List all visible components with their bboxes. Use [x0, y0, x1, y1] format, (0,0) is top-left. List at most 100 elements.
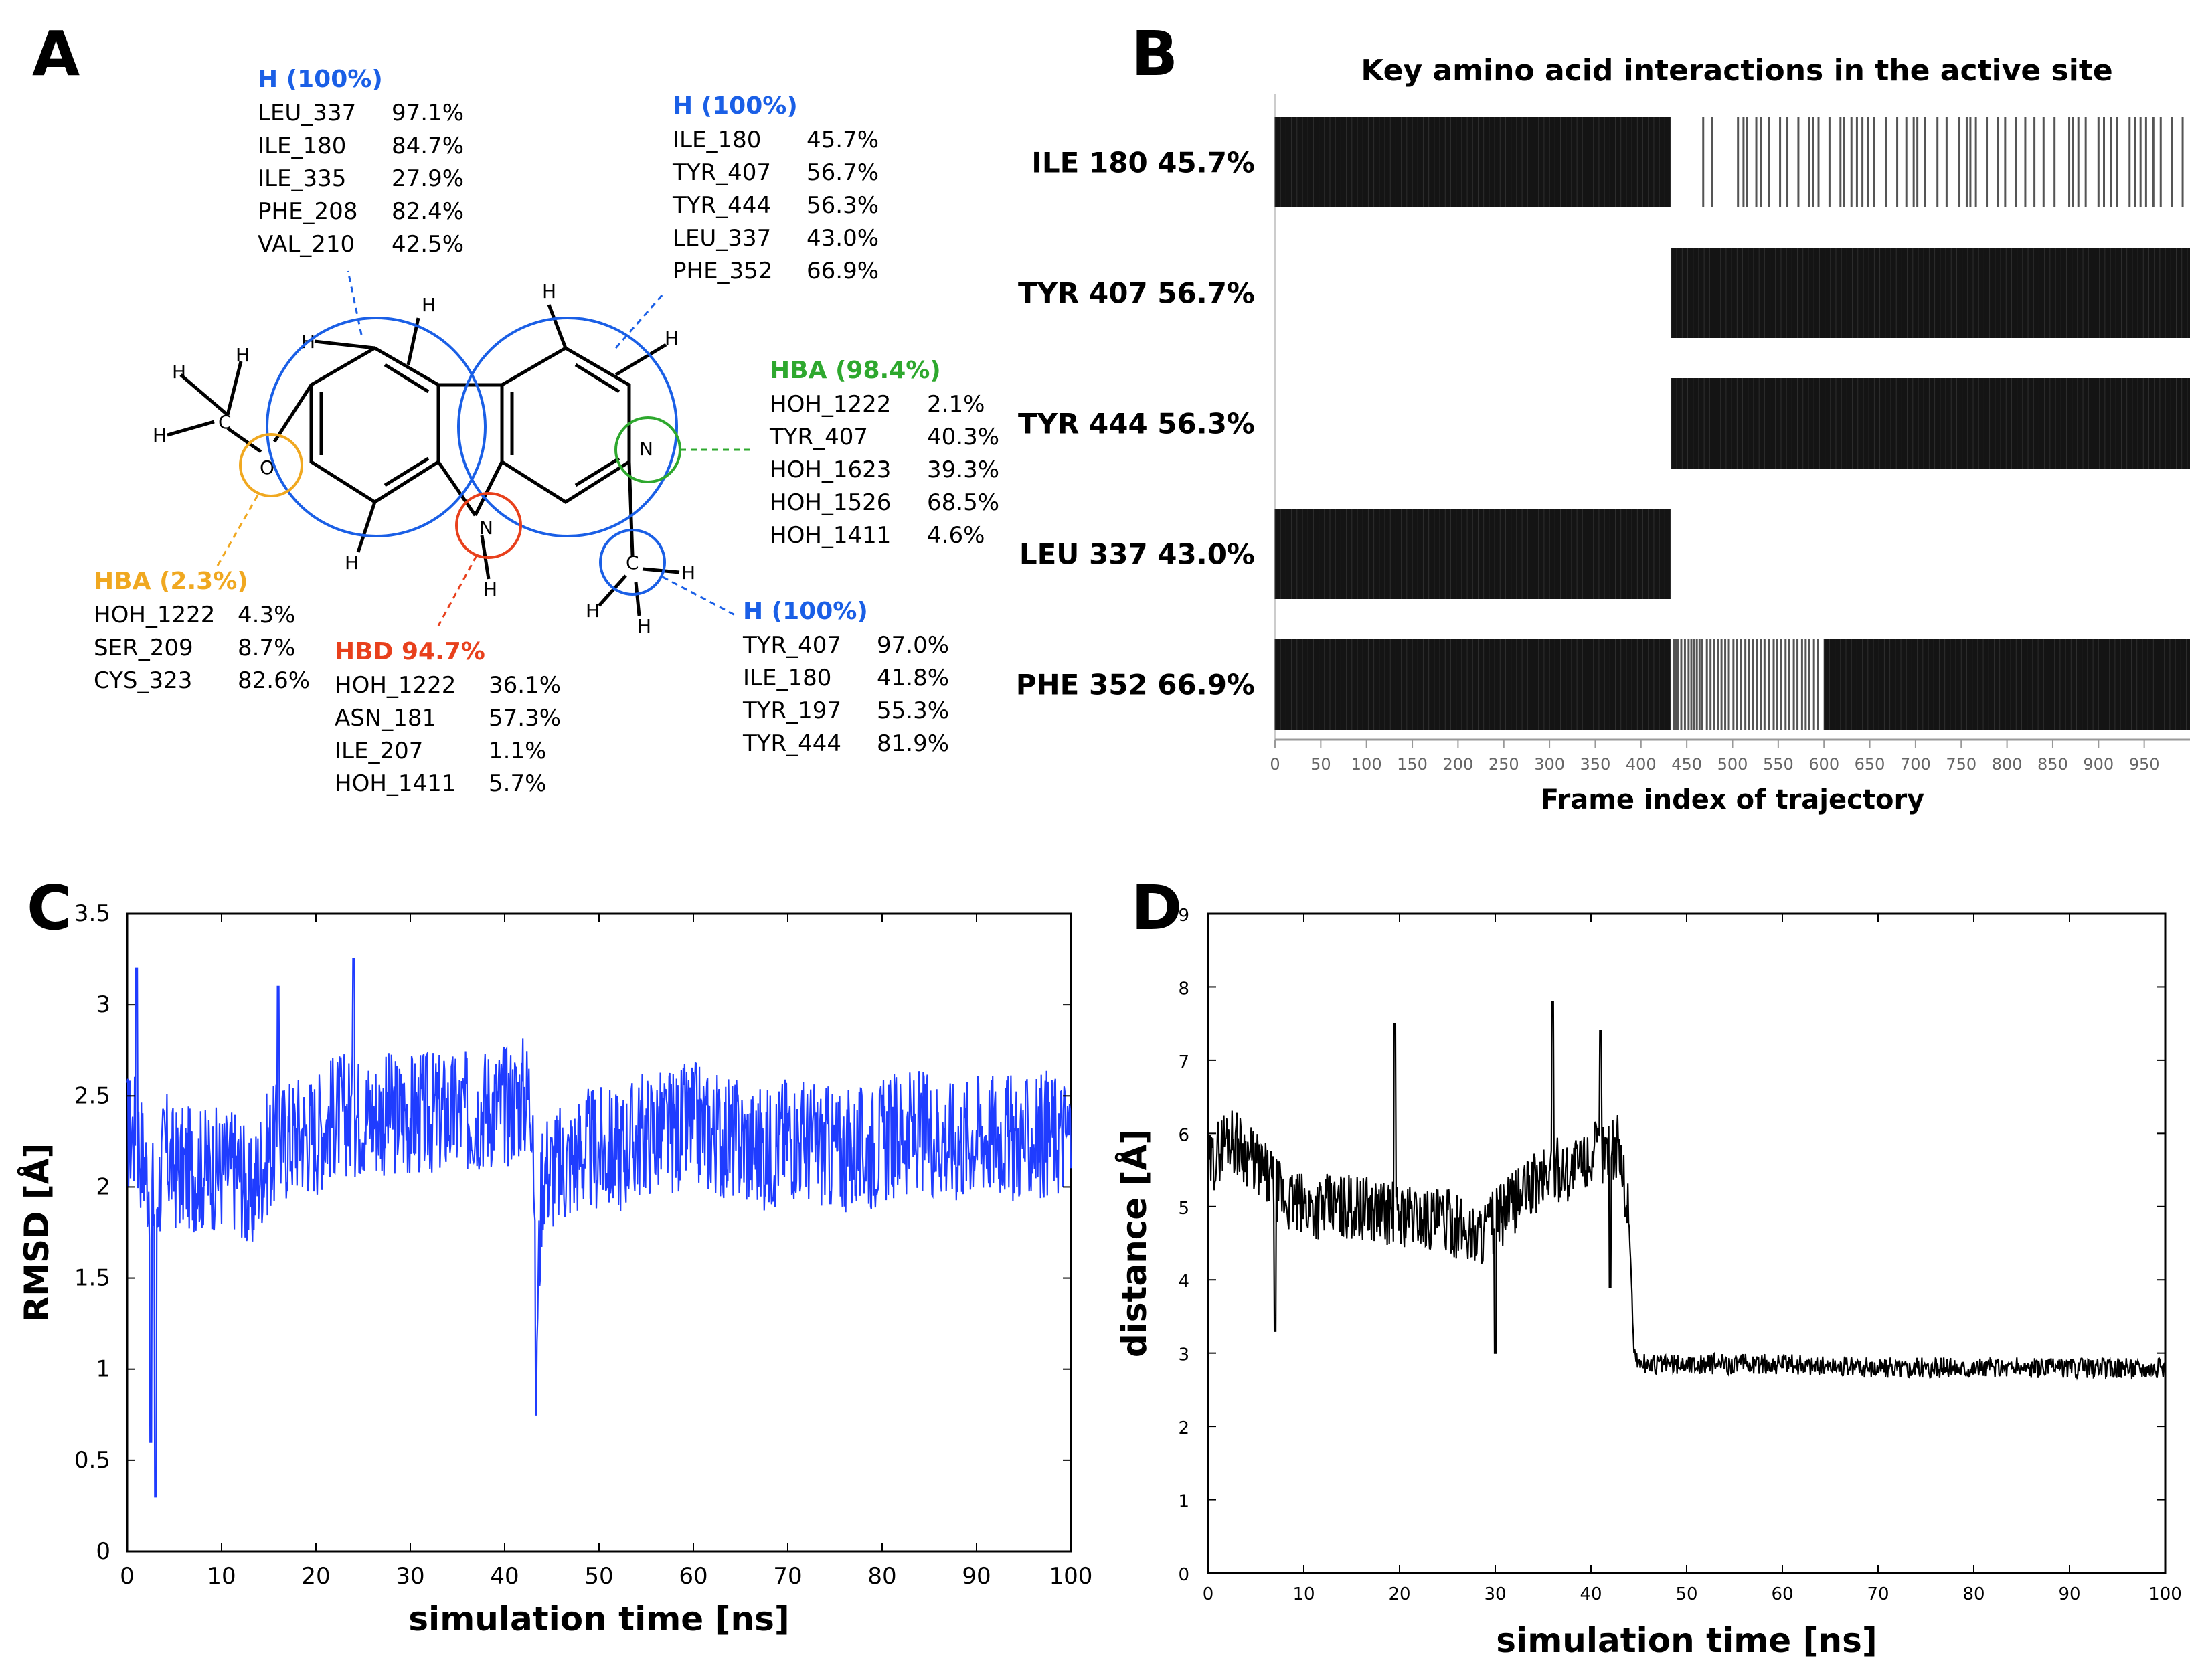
atom-n: N — [639, 438, 653, 460]
plot-frame — [1207, 912, 2167, 1574]
atom-h: H — [586, 600, 600, 622]
x-tick-label: 900 — [2083, 755, 2114, 774]
residue-percent: 39.3% — [927, 456, 999, 483]
x-tick-label: 0 — [1270, 755, 1280, 774]
residue-name: ILE_335 — [258, 165, 346, 192]
residue-percent: 82.4% — [392, 198, 464, 225]
x-tick-label: 70 — [1867, 1584, 1889, 1604]
interaction-group-title: HBA (2.3%) — [94, 568, 248, 595]
x-tick-label: 90 — [962, 1563, 991, 1590]
residue-percent: 84.7% — [392, 133, 464, 159]
residue-name: TYR_407 — [672, 159, 771, 186]
interaction-group-hyd_left: H (100%) LEU_337 97.1% ILE_180 84.7% ILE_335 2… — [258, 66, 464, 258]
x-tick-label: 500 — [1717, 755, 1748, 774]
y-tick-label: 3 — [96, 991, 110, 1018]
residue-name: HOH_1222 — [770, 391, 891, 418]
y-tick-label: 0.5 — [74, 1447, 110, 1474]
atom-h: H — [236, 344, 250, 366]
residue-percent: 27.9% — [392, 165, 464, 192]
y-tick-label: 1.5 — [74, 1265, 110, 1292]
residue-percent: 56.7% — [807, 159, 879, 186]
x-tick-label: 850 — [2037, 755, 2068, 774]
interaction-group-hbd: HBD 94.7% HOH_1222 36.1% ASN_181 57.3% ILE_20… — [335, 638, 561, 797]
interaction-block — [1275, 117, 1671, 207]
residue-percent: 8.7% — [238, 635, 295, 661]
interaction-group-title: H (100%) — [743, 598, 868, 625]
x-tick-label: 600 — [1808, 755, 1839, 774]
x-tick-label: 800 — [1992, 755, 2023, 774]
interaction-circles — [239, 317, 681, 596]
x-axis-label: simulation time [ns] — [1496, 1621, 1877, 1660]
residue-name: VAL_210 — [258, 231, 355, 258]
hydrophobic-circle-right — [457, 317, 678, 537]
residue-name: HOH_1222 — [335, 672, 456, 699]
interaction-block — [1275, 509, 1671, 599]
atom-labels: H H H H H H H H C O N H N C H H H — [153, 280, 695, 637]
x-tick-label: 60 — [1771, 1584, 1793, 1604]
x-tick-label: 50 — [1311, 755, 1331, 774]
y-tick-label: 9 — [1178, 906, 1189, 926]
x-tick-label: 70 — [773, 1563, 802, 1590]
residue-percent: 4.6% — [927, 522, 985, 549]
y-tick-label: 7 — [1178, 1052, 1189, 1072]
row-label: TYR 444 56.3% — [1018, 408, 1255, 440]
residue-percent: 82.6% — [238, 667, 310, 694]
atom-n: N — [479, 517, 493, 539]
y-tick-label: 6 — [1178, 1125, 1189, 1145]
row-label: ILE 180 45.7% — [1031, 147, 1255, 179]
y-tick-label: 2.5 — [74, 1082, 110, 1109]
atom-h: H — [542, 280, 556, 303]
residue-name: PHE_352 — [673, 258, 772, 284]
x-tick-label: 40 — [490, 1563, 519, 1590]
y-tick-label: 1 — [1178, 1492, 1189, 1512]
residue-percent: 2.1% — [927, 391, 985, 418]
x-axis-label: Frame index of trajectory — [1541, 784, 1925, 815]
residue-name: ASN_181 — [335, 705, 436, 732]
x-tick-label: 50 — [1675, 1584, 1697, 1604]
atom-h: H — [345, 552, 359, 574]
residue-name: HOH_1222 — [94, 602, 215, 628]
x-tick-label: 40 — [1580, 1584, 1602, 1604]
x-tick-label: 100 — [1049, 1563, 1093, 1590]
interaction-group-title: HBA (98.4%) — [770, 357, 941, 384]
right-ring-bonds — [500, 346, 631, 504]
x-tick-label: 700 — [1900, 755, 1931, 774]
interaction-block — [1671, 248, 2190, 338]
interaction-groups: H (100%) LEU_337 97.1% ILE_180 84.7% ILE_335 2… — [94, 66, 999, 797]
residue-percent: 45.7% — [807, 127, 879, 153]
y-tick-label: 3 — [1178, 1345, 1189, 1365]
panel-c-rmsd-chart: 0 10 20 30 40 50 60 70 80 90 100 0 0.5 1 1.5 2 2.5 3 3.5 si… — [17, 900, 1092, 1639]
residue-percent: 66.9% — [807, 258, 879, 284]
residue-percent: 55.3% — [877, 697, 949, 724]
atom-h: H — [153, 424, 167, 446]
atom-h: H — [637, 615, 651, 637]
x-tick-label: 10 — [1292, 1584, 1315, 1604]
residue-percent: 68.5% — [927, 489, 999, 516]
residue-name: TYR_444 — [742, 730, 841, 757]
atom-h: H — [422, 294, 436, 316]
x-tick-label: 30 — [1484, 1584, 1506, 1604]
y-axis-label: RMSD [Å] — [17, 1143, 56, 1323]
y-tick-label: 3.5 — [74, 900, 110, 927]
residue-name: PHE_208 — [258, 198, 357, 225]
residue-percent: 5.7% — [489, 770, 546, 797]
plot-frame — [126, 912, 1072, 1553]
x-tick-label: 250 — [1489, 755, 1519, 774]
panel-d-distance-chart: 0 10 20 30 40 50 60 70 80 90 100 0 1 2 3 4 5 6 7 8 9 simulati… — [1114, 906, 2182, 1660]
interaction-group-hyd_methyl: H (100%) TYR_407 97.0% ILE_180 41.8% TYR_197 5… — [742, 598, 949, 757]
x-tick-label: 950 — [2129, 755, 2160, 774]
panel-b-heatmap: ILE 180 45.7% TYR 407 56.7% TYR 444 56.3% L… — [1016, 94, 2190, 815]
hydrophobic-circle-methyl — [599, 529, 666, 596]
residue-percent: 40.3% — [927, 424, 999, 450]
left-ring-bonds — [309, 346, 440, 504]
x-tick-label: 60 — [679, 1563, 707, 1590]
x-tick-label: 10 — [207, 1563, 236, 1590]
panel-letter-c: C — [27, 872, 72, 944]
residue-name: TYR_407 — [742, 632, 841, 659]
row-label: LEU 337 43.0% — [1019, 538, 1255, 571]
row-label: TYR 407 56.7% — [1018, 277, 1255, 310]
interaction-leaders — [216, 270, 750, 626]
x-tick-label: 650 — [1855, 755, 1885, 774]
residue-percent: 81.9% — [877, 730, 949, 757]
panel-letter-d: D — [1131, 872, 1182, 944]
